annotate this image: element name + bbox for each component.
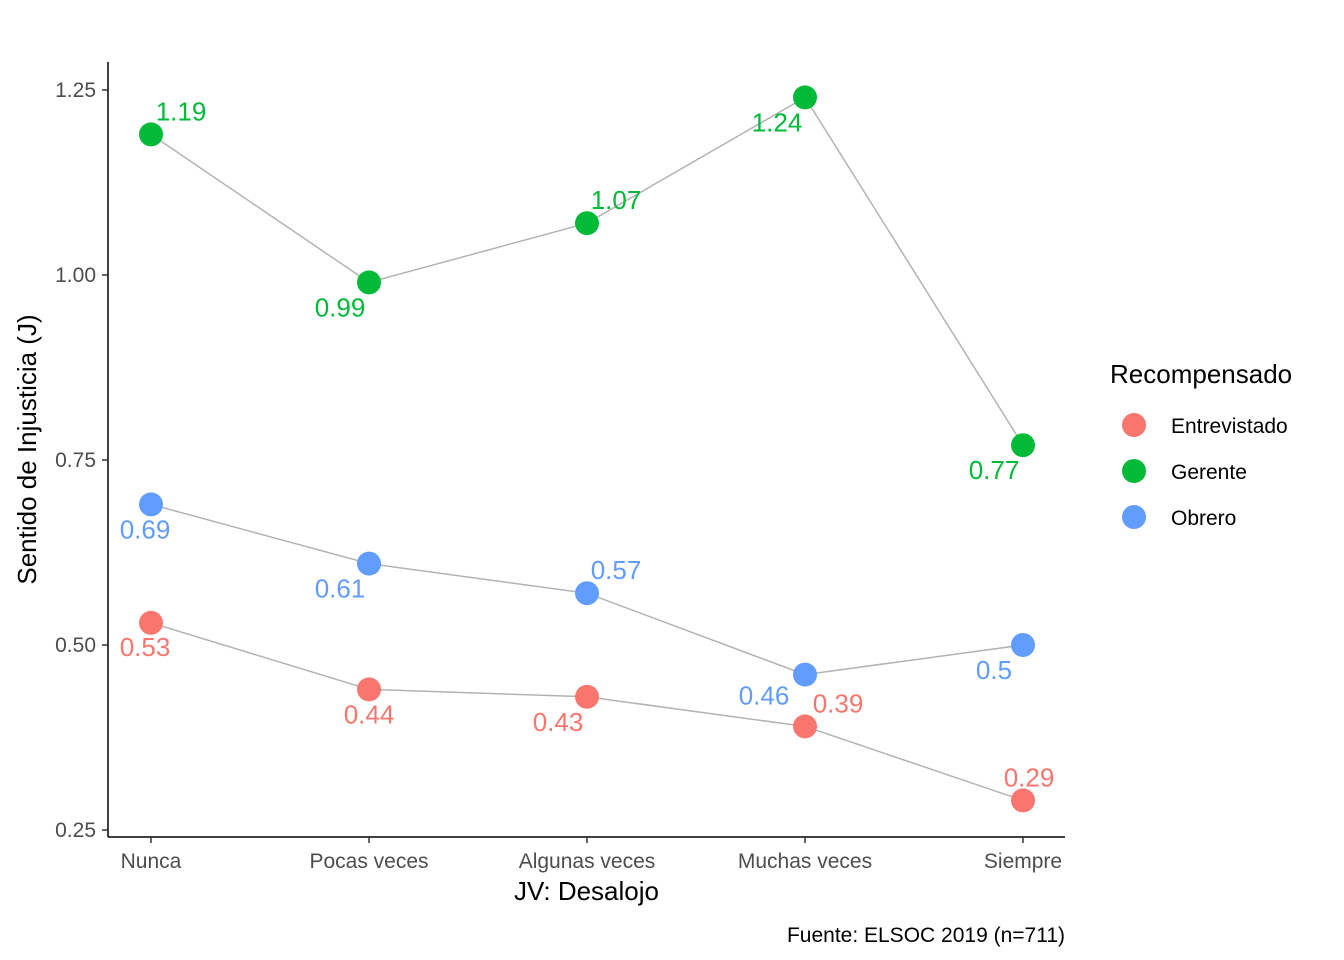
data-point xyxy=(793,714,817,739)
data-label: 0.29 xyxy=(1004,762,1055,792)
axes: 0.25 0.50 0.75 1.00 1.25 Nunca Pocas veces Alg… xyxy=(55,62,1065,873)
data-labels: 0.53 0.44 0.43 0.39 0.29 1.19 0.99 1.07 1.24 0.77… xyxy=(120,96,1055,792)
y-ticks: 0.25 0.50 0.75 1.00 1.25 xyxy=(55,79,108,842)
caption: Fuente: ELSOC 2019 (n=711) xyxy=(787,924,1065,947)
series-points xyxy=(139,85,1035,813)
data-point xyxy=(793,662,817,687)
data-label: 1.24 xyxy=(752,107,803,137)
legend-title: Recompensado xyxy=(1110,359,1292,389)
data-label: 1.07 xyxy=(591,185,642,215)
data-label: 0.5 xyxy=(976,655,1012,685)
data-point xyxy=(575,581,599,606)
series-line xyxy=(150,96,1024,446)
data-point xyxy=(139,122,163,147)
data-label: 0.39 xyxy=(813,688,864,718)
y-tick-label: 1.25 xyxy=(55,79,96,102)
legend: Recompensado Entrevistado Gerente Obrero xyxy=(1110,359,1292,530)
x-axis-title: JV: Desalojo xyxy=(514,876,659,906)
data-label: 0.46 xyxy=(739,681,790,711)
data-label: 0.57 xyxy=(591,555,642,585)
x-tick-label: Algunas veces xyxy=(519,850,656,873)
legend-key xyxy=(1122,459,1146,483)
data-label: 0.53 xyxy=(120,632,171,662)
data-label: 0.43 xyxy=(533,707,584,737)
legend-items: Entrevistado Gerente Obrero xyxy=(1122,413,1288,530)
x-tick-label: Nunca xyxy=(121,850,182,873)
x-ticks: Nunca Pocas veces Algunas veces Muchas vece… xyxy=(121,837,1062,873)
data-label: 0.99 xyxy=(315,292,366,322)
data-point xyxy=(793,85,817,110)
legend-label: Entrevistado xyxy=(1171,415,1288,438)
data-point xyxy=(575,211,599,236)
y-tick-label: 0.25 xyxy=(55,819,96,842)
legend-label: Gerente xyxy=(1171,461,1247,484)
legend-key xyxy=(1122,413,1146,437)
data-label: 0.77 xyxy=(969,455,1020,485)
data-point xyxy=(575,684,599,709)
legend-key xyxy=(1122,505,1146,529)
data-label: 0.69 xyxy=(120,514,171,544)
data-point xyxy=(357,551,381,576)
legend-label: Obrero xyxy=(1171,507,1236,530)
data-point xyxy=(1011,633,1035,657)
x-tick-label: Siempre xyxy=(984,850,1062,873)
x-tick-label: Pocas veces xyxy=(309,850,428,873)
data-label: 1.19 xyxy=(156,96,207,126)
series-line xyxy=(150,622,1024,802)
data-point xyxy=(357,677,381,702)
y-tick-label: 0.75 xyxy=(55,449,96,472)
data-point xyxy=(139,610,163,635)
data-point xyxy=(1011,433,1035,458)
data-point xyxy=(1011,788,1035,813)
data-label: 0.61 xyxy=(315,574,366,604)
data-point xyxy=(139,492,163,517)
y-tick-label: 0.50 xyxy=(55,634,96,657)
data-point xyxy=(357,270,381,295)
x-tick-label: Muchas veces xyxy=(738,850,872,873)
y-tick-label: 1.00 xyxy=(55,264,96,287)
data-label: 0.44 xyxy=(344,699,395,729)
y-axis-title: Sentido de Injusticia (J) xyxy=(12,314,42,584)
